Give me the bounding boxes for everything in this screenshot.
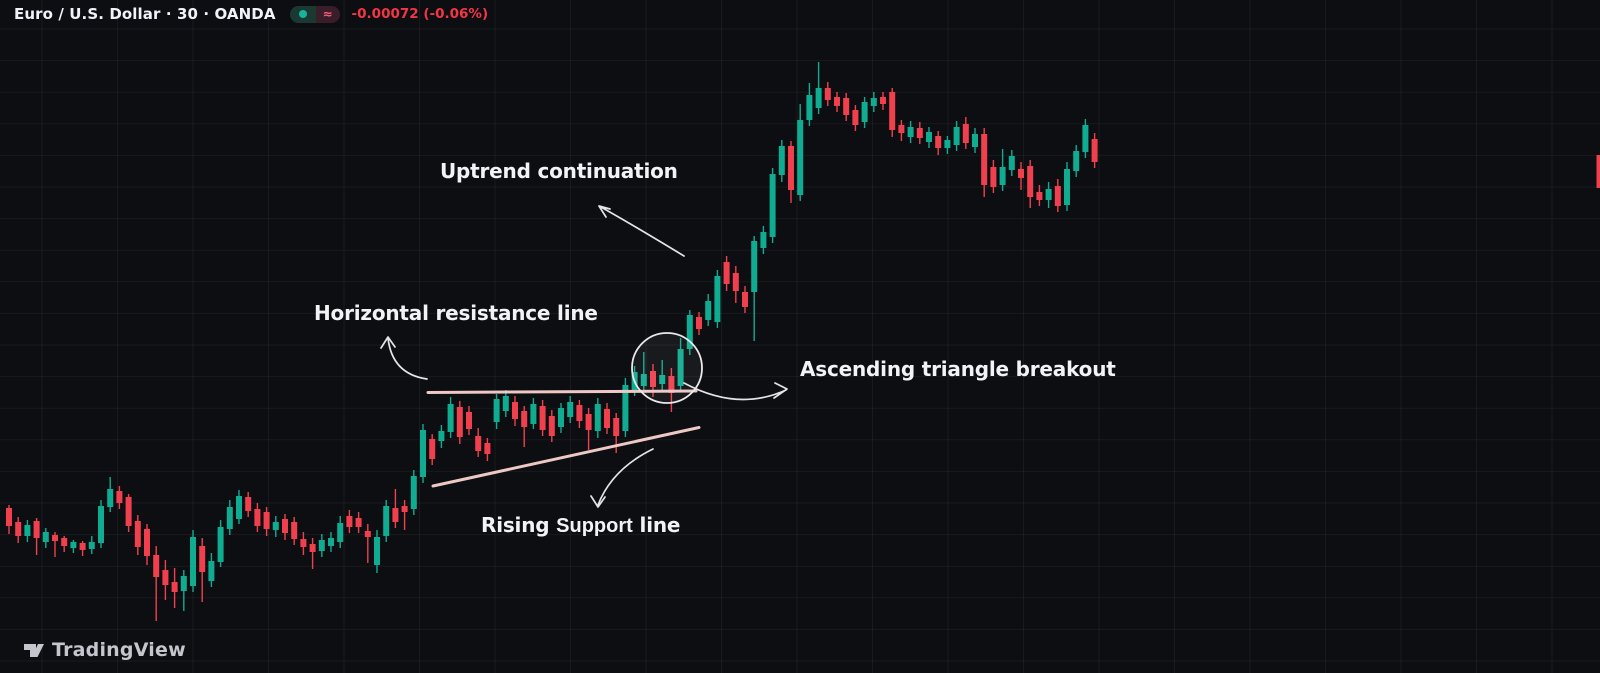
rising-support-line bbox=[431, 426, 701, 488]
annotation-label-breakout[interactable]: Ascending triangle breakout bbox=[800, 357, 1116, 381]
symbol-title[interactable]: Euro / U.S. Dollar · 30 · OANDA bbox=[14, 5, 276, 23]
arrow-to-uptrend-label bbox=[598, 205, 685, 257]
breakout-highlight-circle bbox=[631, 332, 703, 404]
arrow-to-resistance-label bbox=[380, 336, 428, 380]
market-status-pill[interactable]: ≈ bbox=[289, 5, 340, 23]
edge-partial-candle bbox=[1596, 155, 1600, 188]
annotation-label-support[interactable]: Rising Support line bbox=[481, 513, 681, 537]
annotation-label-uptrend[interactable]: Uptrend continuation bbox=[440, 159, 678, 183]
arrow-to-breakout-label bbox=[683, 382, 788, 401]
arrow-to-support-label bbox=[590, 448, 654, 508]
tradingview-logo-text: TradingView bbox=[52, 639, 186, 661]
tradingview-logo[interactable]: TradingView bbox=[24, 639, 186, 661]
tradingview-mark-icon bbox=[24, 643, 44, 657]
approx-price-icon: ≈ bbox=[315, 5, 340, 23]
symbol-header: Euro / U.S. Dollar · 30 · OANDA ≈ -0.000… bbox=[14, 5, 488, 23]
price-change-text: -0.00072 (-0.06%) bbox=[351, 6, 489, 22]
annotation-label-resistance[interactable]: Horizontal resistance line bbox=[314, 301, 598, 325]
horizontal-resistance-line bbox=[426, 389, 698, 394]
market-open-dot-icon bbox=[298, 10, 307, 18]
market-open-segment bbox=[289, 5, 316, 23]
